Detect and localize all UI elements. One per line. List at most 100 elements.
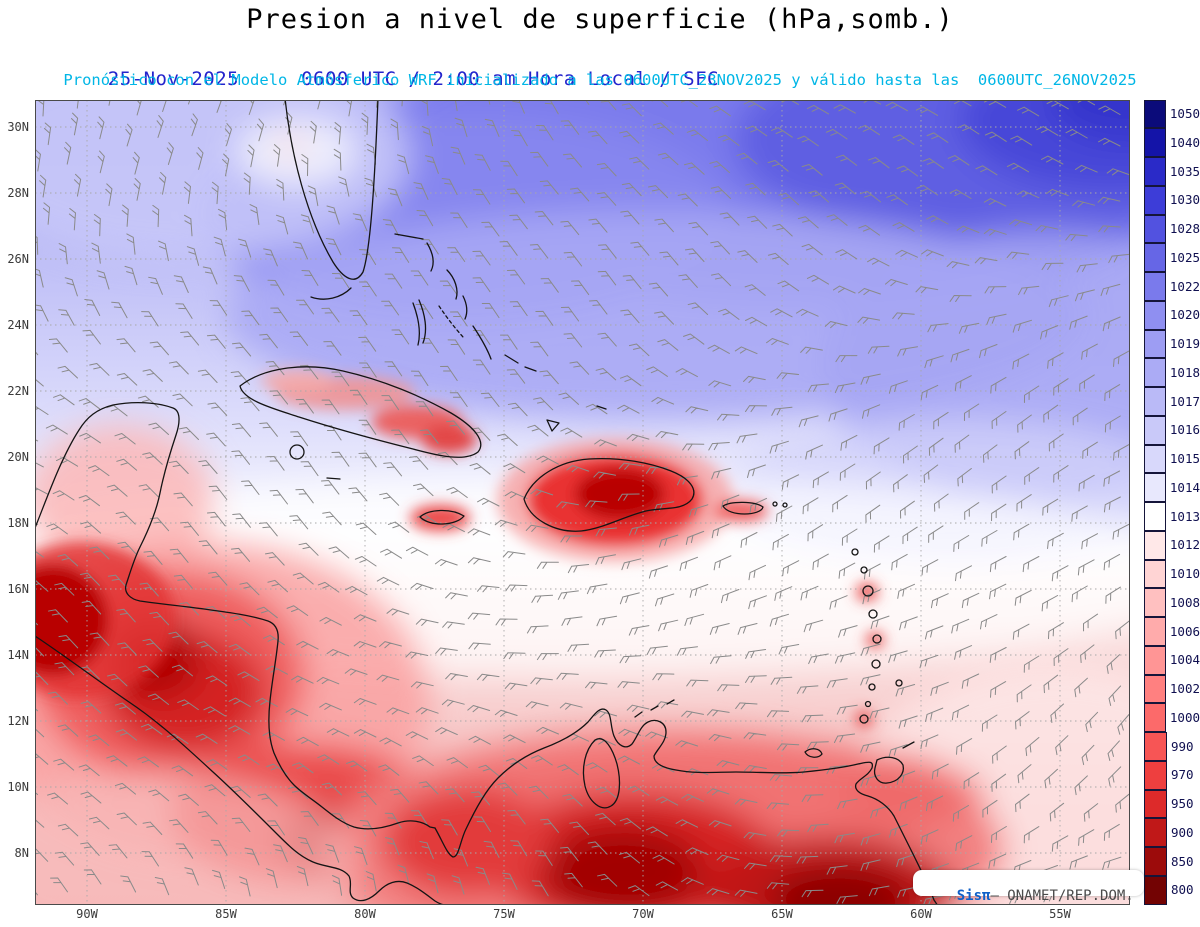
wind-barb	[321, 307, 340, 323]
wind-barb	[158, 240, 169, 262]
wind-barb	[257, 793, 278, 807]
wind-barb	[1012, 353, 1030, 370]
wind-barb	[892, 222, 915, 232]
wind-barb	[525, 524, 549, 532]
wind-barb	[798, 415, 819, 428]
wind-barb	[415, 401, 434, 417]
wind-barb	[298, 542, 319, 556]
wind-barb	[1081, 533, 1098, 550]
wind-barb	[893, 474, 908, 493]
wind-barb	[777, 280, 800, 292]
wind-barb	[991, 503, 1007, 522]
lat-tick-label: 14N	[7, 648, 29, 662]
wind-barb	[981, 714, 998, 732]
wind-barb	[1074, 775, 1088, 796]
wind-barb	[1048, 433, 1064, 452]
wind-barb	[359, 249, 377, 265]
wind-barb	[838, 625, 858, 638]
wind-barb	[963, 772, 980, 790]
wind-barb	[720, 494, 740, 509]
wind-barb	[915, 286, 939, 294]
wind-barb	[349, 310, 368, 326]
wind-barb	[180, 521, 199, 536]
wind-barb	[988, 853, 1007, 869]
wind-barb	[97, 116, 105, 140]
wind-barb	[211, 181, 219, 205]
wind-barb	[166, 142, 174, 165]
wind-barb	[718, 134, 740, 146]
wind-barb	[502, 551, 526, 559]
wind-barb	[64, 141, 72, 165]
wind-barb	[142, 452, 163, 465]
wind-barb	[317, 581, 340, 593]
wind-barb	[413, 483, 434, 497]
wind-barb	[861, 404, 881, 419]
wind-barb	[39, 174, 47, 198]
wind-barb	[198, 540, 218, 555]
wind-barb	[79, 432, 101, 444]
wind-barb	[178, 426, 199, 440]
coast-virgin-islands	[772, 501, 778, 507]
wind-barb	[506, 369, 526, 384]
colorbar-label: 1035	[1169, 163, 1200, 179]
wind-barb	[736, 433, 758, 444]
wind-barb	[860, 833, 881, 846]
wind-barb	[745, 316, 768, 327]
wind-barb	[1113, 350, 1130, 367]
watermark-org: — ONAMET/REP.DOM.	[990, 888, 1134, 904]
wind-barb	[504, 682, 528, 690]
wind-barb	[320, 480, 340, 495]
wind-barb	[688, 221, 709, 236]
wind-barb	[540, 277, 559, 293]
wind-barb	[955, 835, 973, 852]
wind-barb	[256, 606, 278, 619]
wind-barb	[467, 528, 491, 536]
wind-barb	[497, 433, 518, 446]
wind-barb	[391, 247, 410, 263]
wind-barb	[1016, 190, 1040, 199]
wind-barb	[748, 595, 767, 610]
wind-barb	[922, 158, 944, 169]
wind-barb	[1069, 855, 1088, 870]
wind-barb	[899, 796, 918, 811]
wind-barb	[1041, 595, 1059, 612]
colorbar-swatch	[1144, 473, 1166, 502]
wind-barb	[481, 221, 500, 237]
wind-barb	[384, 361, 403, 377]
wind-barb	[91, 242, 101, 264]
wind-barb	[156, 115, 164, 138]
wind-barb	[195, 733, 218, 744]
wind-barb	[807, 524, 824, 542]
wind-barb	[413, 182, 429, 200]
wind-barb	[835, 355, 858, 363]
wind-barb	[387, 521, 410, 533]
wind-barb	[920, 734, 939, 750]
wind-barb	[184, 867, 199, 886]
colorbar-swatch	[1144, 128, 1166, 157]
wind-barb	[769, 855, 793, 863]
colorbar-swatch	[1144, 157, 1166, 186]
wind-barb	[748, 564, 766, 581]
colorbar-level: 1015	[1144, 444, 1200, 474]
lat-tick-label: 22N	[7, 384, 29, 398]
wind-barb	[33, 304, 49, 322]
pressure-map-svg	[15, 81, 1130, 907]
colorbar-label: 1030	[1169, 192, 1200, 208]
wind-barb	[979, 344, 998, 359]
colorbar-label: 1015	[1169, 451, 1200, 467]
wind-barb	[78, 764, 100, 777]
wind-barb	[984, 131, 1007, 142]
wind-barb	[775, 505, 793, 522]
wind-barb	[353, 641, 377, 649]
coast-central-america-pacific	[34, 635, 454, 907]
wind-barb	[296, 736, 319, 747]
colorbar-swatch	[1144, 760, 1167, 790]
wind-barb	[873, 437, 890, 455]
wind-barb	[1018, 285, 1040, 296]
wind-barb	[149, 611, 170, 626]
wind-barb	[105, 183, 113, 207]
wind-barb	[986, 313, 1007, 325]
wind-barb	[53, 394, 75, 406]
colorbar-level: 900	[1144, 818, 1200, 848]
wind-barb	[331, 874, 343, 896]
